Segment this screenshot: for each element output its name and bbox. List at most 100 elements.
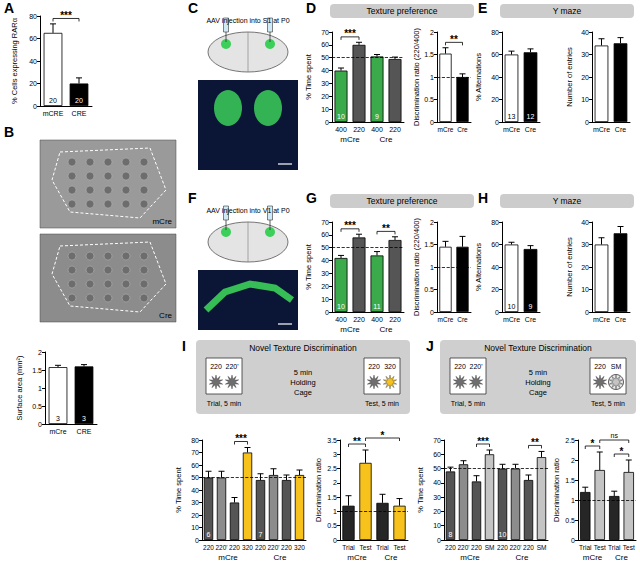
svg-text:5 min: 5 min	[294, 368, 312, 377]
svg-text:220: 220	[203, 544, 214, 551]
svg-text:mCre: mCre	[218, 553, 238, 562]
svg-text:0: 0	[430, 119, 434, 126]
svg-text:13: 13	[508, 113, 516, 120]
svg-text:70: 70	[191, 449, 199, 456]
svg-text:30: 30	[433, 494, 441, 501]
svg-text:% Time spent: % Time spent	[304, 53, 313, 99]
svg-text:60: 60	[29, 35, 37, 42]
svg-text:20: 20	[491, 96, 499, 103]
svg-text:Y maze: Y maze	[553, 196, 582, 206]
svg-text:0: 0	[38, 421, 42, 428]
svg-text:Texture preference: Texture preference	[367, 196, 438, 206]
svg-text:SM: SM	[611, 363, 622, 370]
svg-text:mCre: mCre	[503, 126, 520, 133]
svg-text:Cre: Cre	[525, 126, 536, 133]
svg-text:10: 10	[581, 286, 589, 293]
svg-text:Surface area (mm²): Surface area (mm²)	[15, 355, 24, 421]
svg-text:0.5: 0.5	[327, 522, 337, 529]
svg-text:6: 6	[207, 531, 211, 538]
svg-text:30: 30	[581, 241, 589, 248]
svg-text:1.5: 1.5	[565, 477, 575, 484]
svg-text:Novel Texture Discrimination: Novel Texture Discrimination	[249, 343, 357, 353]
svg-text:10: 10	[499, 531, 507, 538]
svg-text:50: 50	[191, 474, 199, 481]
svg-text:0.5: 0.5	[424, 96, 434, 103]
svg-text:% Alternations: % Alternations	[474, 53, 483, 101]
svg-text:320: 320	[384, 363, 396, 370]
svg-text:0.5: 0.5	[424, 286, 434, 293]
svg-text:3: 3	[333, 451, 337, 458]
svg-text:AAV injection into V1 at P0: AAV injection into V1 at P0	[206, 207, 289, 215]
svg-text:F: F	[188, 190, 197, 206]
svg-text:20: 20	[75, 97, 83, 104]
svg-text:10: 10	[321, 106, 329, 113]
svg-text:2.5: 2.5	[327, 465, 337, 472]
svg-text:mCre: mCre	[503, 316, 520, 323]
svg-text:B: B	[4, 124, 14, 140]
svg-text:***: ***	[477, 436, 489, 447]
svg-text:Texture preference: Texture preference	[367, 6, 438, 16]
svg-text:3.5: 3.5	[327, 437, 337, 444]
svg-text:70: 70	[321, 219, 329, 226]
svg-text:320: 320	[294, 544, 305, 551]
svg-text:40: 40	[29, 58, 37, 65]
svg-text:Discrimination ratio: Discrimination ratio	[552, 458, 561, 522]
svg-text:220: 220	[281, 544, 292, 551]
svg-text:***: ***	[60, 10, 72, 21]
svg-text:40: 40	[433, 479, 441, 486]
svg-text:H: H	[478, 190, 488, 206]
svg-text:% Time spent: % Time spent	[174, 466, 183, 512]
svg-text:Cre: Cre	[516, 553, 529, 562]
svg-text:50: 50	[433, 465, 441, 472]
svg-text:1.5: 1.5	[424, 241, 434, 248]
svg-text:Test, 5 min: Test, 5 min	[365, 400, 399, 407]
svg-text:1: 1	[38, 385, 42, 392]
svg-text:220': 220'	[457, 544, 469, 551]
svg-text:mCre: mCre	[438, 316, 454, 323]
svg-text:220: 220	[445, 544, 456, 551]
svg-text:10: 10	[581, 96, 589, 103]
svg-text:20: 20	[321, 283, 329, 290]
svg-text:CRE: CRE	[77, 428, 92, 435]
svg-text:***: ***	[235, 433, 247, 444]
svg-text:60: 60	[433, 451, 441, 458]
svg-text:9: 9	[529, 303, 533, 310]
svg-text:400: 400	[371, 316, 383, 323]
svg-text:Holding: Holding	[290, 378, 315, 387]
svg-text:12: 12	[527, 113, 535, 120]
svg-text:1: 1	[430, 74, 434, 81]
svg-text:mCRE: mCRE	[43, 110, 64, 117]
svg-text:220: 220	[454, 363, 466, 370]
svg-text:400: 400	[335, 126, 347, 133]
svg-text:mCre: mCre	[438, 126, 454, 133]
svg-text:220': 220'	[469, 363, 482, 370]
svg-text:20: 20	[49, 97, 57, 104]
svg-text:I: I	[182, 338, 186, 354]
svg-text:SM: SM	[537, 544, 547, 551]
svg-text:*: *	[620, 446, 624, 457]
svg-text:30: 30	[581, 51, 589, 58]
svg-text:220: 220	[229, 544, 240, 551]
svg-text:40: 40	[581, 29, 589, 36]
svg-text:Trial, 5 min: Trial, 5 min	[207, 400, 241, 407]
svg-text:80: 80	[191, 437, 199, 444]
svg-text:40: 40	[321, 257, 329, 264]
svg-text:1.5: 1.5	[424, 51, 434, 58]
svg-text:20: 20	[581, 74, 589, 81]
svg-text:10: 10	[337, 303, 345, 310]
svg-text:10: 10	[508, 303, 516, 310]
svg-text:40: 40	[491, 74, 499, 81]
svg-text:400: 400	[335, 316, 347, 323]
svg-text:220: 220	[210, 363, 222, 370]
svg-text:0: 0	[325, 309, 329, 316]
svg-text:mCre: mCre	[593, 316, 610, 323]
svg-text:*: *	[381, 430, 385, 441]
svg-text:Trial: Trial	[342, 544, 355, 551]
svg-text:Trial: Trial	[579, 544, 592, 551]
svg-text:400: 400	[371, 126, 383, 133]
svg-text:20: 20	[581, 264, 589, 271]
svg-text:mCre: mCre	[49, 428, 66, 435]
svg-text:10: 10	[191, 524, 199, 531]
svg-text:20: 20	[191, 512, 199, 519]
svg-text:0: 0	[495, 309, 499, 316]
